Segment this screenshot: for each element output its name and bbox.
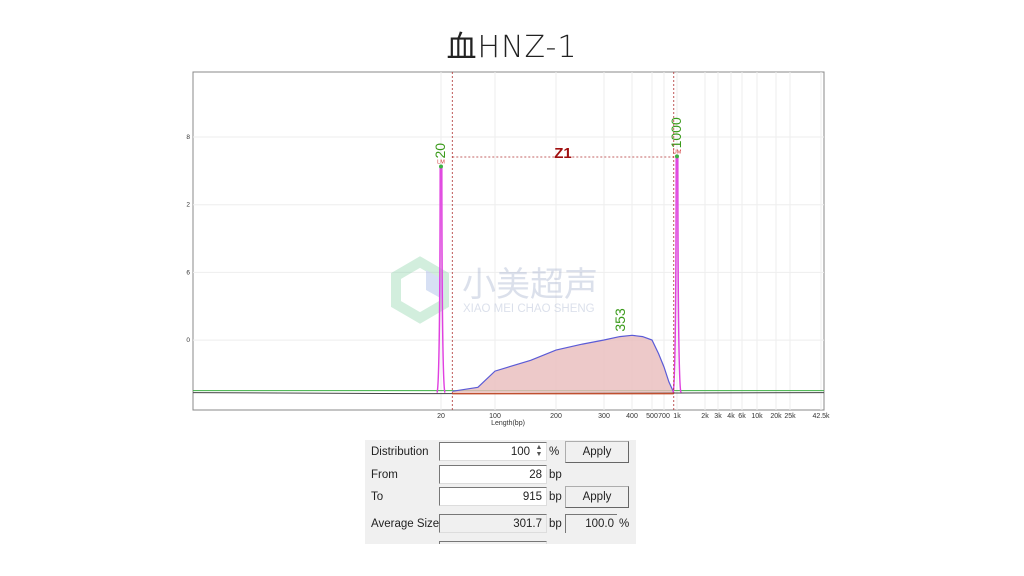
peak-label: 20 — [432, 143, 448, 159]
distribution-row: Distribution 100 ▲ ▼ % Apply — [365, 441, 636, 463]
x-tick-label: 700 — [658, 413, 670, 420]
percent-value: 100.0 — [565, 514, 617, 533]
y-tick-label: 6 — [186, 269, 190, 276]
baseline-trace — [192, 392, 825, 395]
peak-dot — [439, 164, 443, 169]
x-tick-label: 100 — [489, 413, 501, 420]
distribution-value: 100 — [510, 446, 530, 458]
from-label: From — [371, 469, 398, 481]
region-label: Z1 — [554, 145, 572, 162]
average-size-unit: bp — [549, 518, 562, 530]
page-title: 血HNZ-1 — [446, 30, 578, 65]
marker-label: UM — [673, 149, 682, 155]
sizing-panel: Distribution 100 ▲ ▼ % Apply From 28 bp To… — [365, 440, 636, 544]
electropherogram-chart: 20 100 200 300 400 500 700 1k 2k 3k 4k 6k 10k 20k 25k 4… — [186, 71, 830, 427]
to-unit: bp — [549, 491, 562, 503]
y-tick-label: 2 — [186, 202, 190, 209]
x-tick-label: 4k — [727, 413, 735, 420]
to-row: To 915 bp Apply — [365, 486, 636, 508]
y-tick-label: 8 — [186, 134, 190, 141]
x-tick-label: 500 — [646, 413, 658, 420]
distribution-input[interactable]: 100 ▲ ▼ — [439, 442, 547, 461]
x-axis-label: Length(bp) — [491, 420, 525, 427]
percent-unit: % — [619, 518, 630, 530]
watermark-logo: 小美超声 XIAO MEI CHAO SHENG — [391, 256, 598, 324]
peak-label: 1000 — [668, 117, 684, 148]
from-input[interactable]: 28 — [439, 465, 547, 484]
x-tick-label: 20 — [437, 413, 445, 420]
x-tick-label: 200 — [550, 413, 562, 420]
average-size-label: Average Size — [371, 518, 440, 530]
from-unit: bp — [549, 469, 562, 481]
x-tick-label: 25k — [784, 413, 796, 420]
x-tick-label: 3k — [714, 413, 722, 420]
next-row — [365, 540, 636, 544]
x-tick-label: 2k — [701, 413, 709, 420]
apply-distribution-button[interactable]: Apply — [565, 441, 629, 463]
smear-fill — [452, 335, 674, 393]
watermark-en: XIAO MEI CHAO SHENG — [463, 303, 595, 315]
plot-area — [192, 71, 825, 411]
next-field — [439, 541, 547, 544]
grid: 20 100 200 300 400 500 700 1k 2k 3k 4k 6k 10k 20k 25k 4… — [186, 72, 830, 420]
average-row: Average Size 301.7 bp 100.0 % — [365, 513, 636, 535]
average-size-value: 301.7 — [439, 514, 547, 533]
smear-peak-label: 353 — [612, 308, 628, 332]
apply-range-button[interactable]: Apply — [565, 486, 629, 508]
x-tick-label: 42.5k — [812, 413, 830, 420]
x-tick-label: 6k — [738, 413, 746, 420]
from-row: From 28 bp — [365, 464, 636, 486]
y-tick-label: 0 — [186, 337, 190, 344]
traces — [192, 154, 825, 395]
x-tick-label: 300 — [598, 413, 610, 420]
peak-dot — [675, 154, 679, 159]
marker-label: LM — [437, 160, 445, 166]
x-tick-label: 1k — [673, 413, 681, 420]
x-tick-label: 400 — [626, 413, 638, 420]
smear-trace — [452, 334, 675, 393]
x-tick-label: 20k — [770, 413, 782, 420]
x-tick-label: 10k — [751, 413, 763, 420]
to-label: To — [371, 491, 384, 503]
to-input[interactable]: 915 — [439, 487, 547, 506]
watermark-cn: 小美超声 — [462, 265, 598, 305]
distribution-unit: % — [549, 446, 560, 458]
spinner-icon[interactable]: ▲ ▼ — [535, 444, 543, 458]
distribution-label: Distribution — [371, 446, 429, 458]
